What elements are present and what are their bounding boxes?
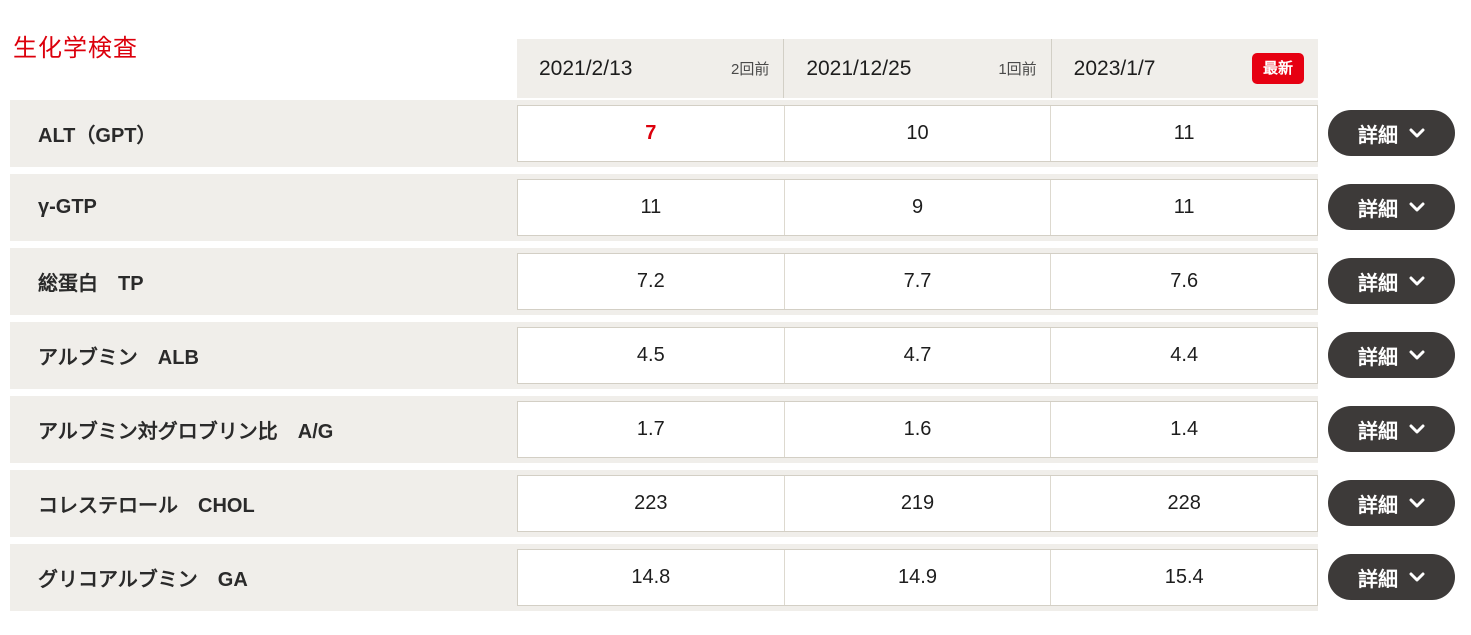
chevron-down-icon [1409, 424, 1425, 435]
detail-button[interactable]: 詳細 [1328, 406, 1455, 452]
value-cell: 228 [1167, 492, 1201, 514]
table-row-ag-ratio: アルブミン対グロブリン比 A/G 1.7 1.6 1.4 詳細 [10, 396, 1471, 463]
row-label: ALT（GPT） [38, 125, 157, 147]
value-cell: 7.7 [903, 270, 932, 292]
value-cell: 1.7 [636, 418, 665, 440]
page-title: 生化学検査 [13, 35, 138, 62]
row-label: γ-GTP [38, 196, 97, 218]
chevron-down-icon [1409, 276, 1425, 287]
value-cell: 4.5 [636, 344, 665, 366]
results-table: ALT（GPT） 7 10 11 詳細 γ-GTP 11 9 11 [10, 100, 1471, 618]
value-cell: 10 [906, 122, 929, 144]
column-ago-label: 1回前 [998, 61, 1037, 78]
chevron-down-icon [1409, 498, 1425, 509]
column-header-2: 2021/12/25 1回前 [783, 39, 1050, 98]
row-label: アルブミン対グロブリン比 A/G [38, 421, 334, 443]
value-cell: 14.9 [898, 566, 937, 588]
table-row-alt-gpt: ALT（GPT） 7 10 11 詳細 [10, 100, 1471, 167]
chevron-down-icon [1409, 128, 1425, 139]
value-cell: 1.6 [903, 418, 932, 440]
value-cell: 11 [640, 196, 662, 218]
value-cell: 4.4 [1170, 344, 1199, 366]
table-row-gamma-gtp: γ-GTP 11 9 11 詳細 [10, 174, 1471, 241]
value-cell: 7 [645, 122, 657, 144]
column-date: 2021/2/13 [539, 56, 633, 80]
value-cell: 219 [900, 492, 935, 514]
value-cell: 15.4 [1164, 566, 1204, 588]
chevron-down-icon [1409, 202, 1425, 213]
detail-button[interactable]: 詳細 [1328, 480, 1455, 526]
value-cell: 11 [1173, 196, 1195, 218]
row-label: アルブミン ALB [38, 347, 199, 369]
value-cell: 7.2 [636, 270, 665, 292]
column-header-1: 2021/2/13 2回前 [517, 39, 783, 98]
table-row-alb: アルブミン ALB 4.5 4.7 4.4 詳細 [10, 322, 1471, 389]
detail-button[interactable]: 詳細 [1328, 332, 1455, 378]
table-row-ga: グリコアルブミン GA 14.8 14.9 15.4 詳細 [10, 544, 1471, 611]
detail-button[interactable]: 詳細 [1328, 110, 1455, 156]
latest-badge: 最新 [1251, 53, 1304, 84]
value-cell: 4.7 [903, 344, 932, 366]
detail-button[interactable]: 詳細 [1328, 184, 1455, 230]
chevron-down-icon [1409, 572, 1425, 583]
chevron-down-icon [1409, 350, 1425, 361]
table-row-tp: 総蛋白 TP 7.2 7.7 7.6 詳細 [10, 248, 1471, 315]
table-header: 2021/2/13 2回前 2021/12/25 1回前 2023/1/7 最新 [517, 39, 1318, 98]
value-cell: 11 [1173, 122, 1195, 144]
row-label: グリコアルブミン GA [38, 569, 248, 591]
column-ago-label: 2回前 [730, 61, 770, 78]
column-header-3: 2023/1/7 最新 [1050, 39, 1318, 98]
value-cell: 9 [911, 196, 924, 218]
value-cell: 7.6 [1170, 270, 1199, 292]
column-date: 2023/1/7 [1073, 56, 1156, 80]
detail-button[interactable]: 詳細 [1328, 554, 1455, 600]
value-cell: 1.4 [1170, 418, 1199, 440]
value-cell: 14.8 [631, 566, 671, 588]
row-label: コレステロール CHOL [38, 495, 255, 517]
column-date: 2021/12/25 [806, 56, 912, 80]
detail-button[interactable]: 詳細 [1328, 258, 1455, 304]
table-row-chol: コレステロール CHOL 223 219 228 詳細 [10, 470, 1471, 537]
value-cell: 223 [634, 492, 668, 514]
row-label: 総蛋白 TP [38, 273, 144, 295]
